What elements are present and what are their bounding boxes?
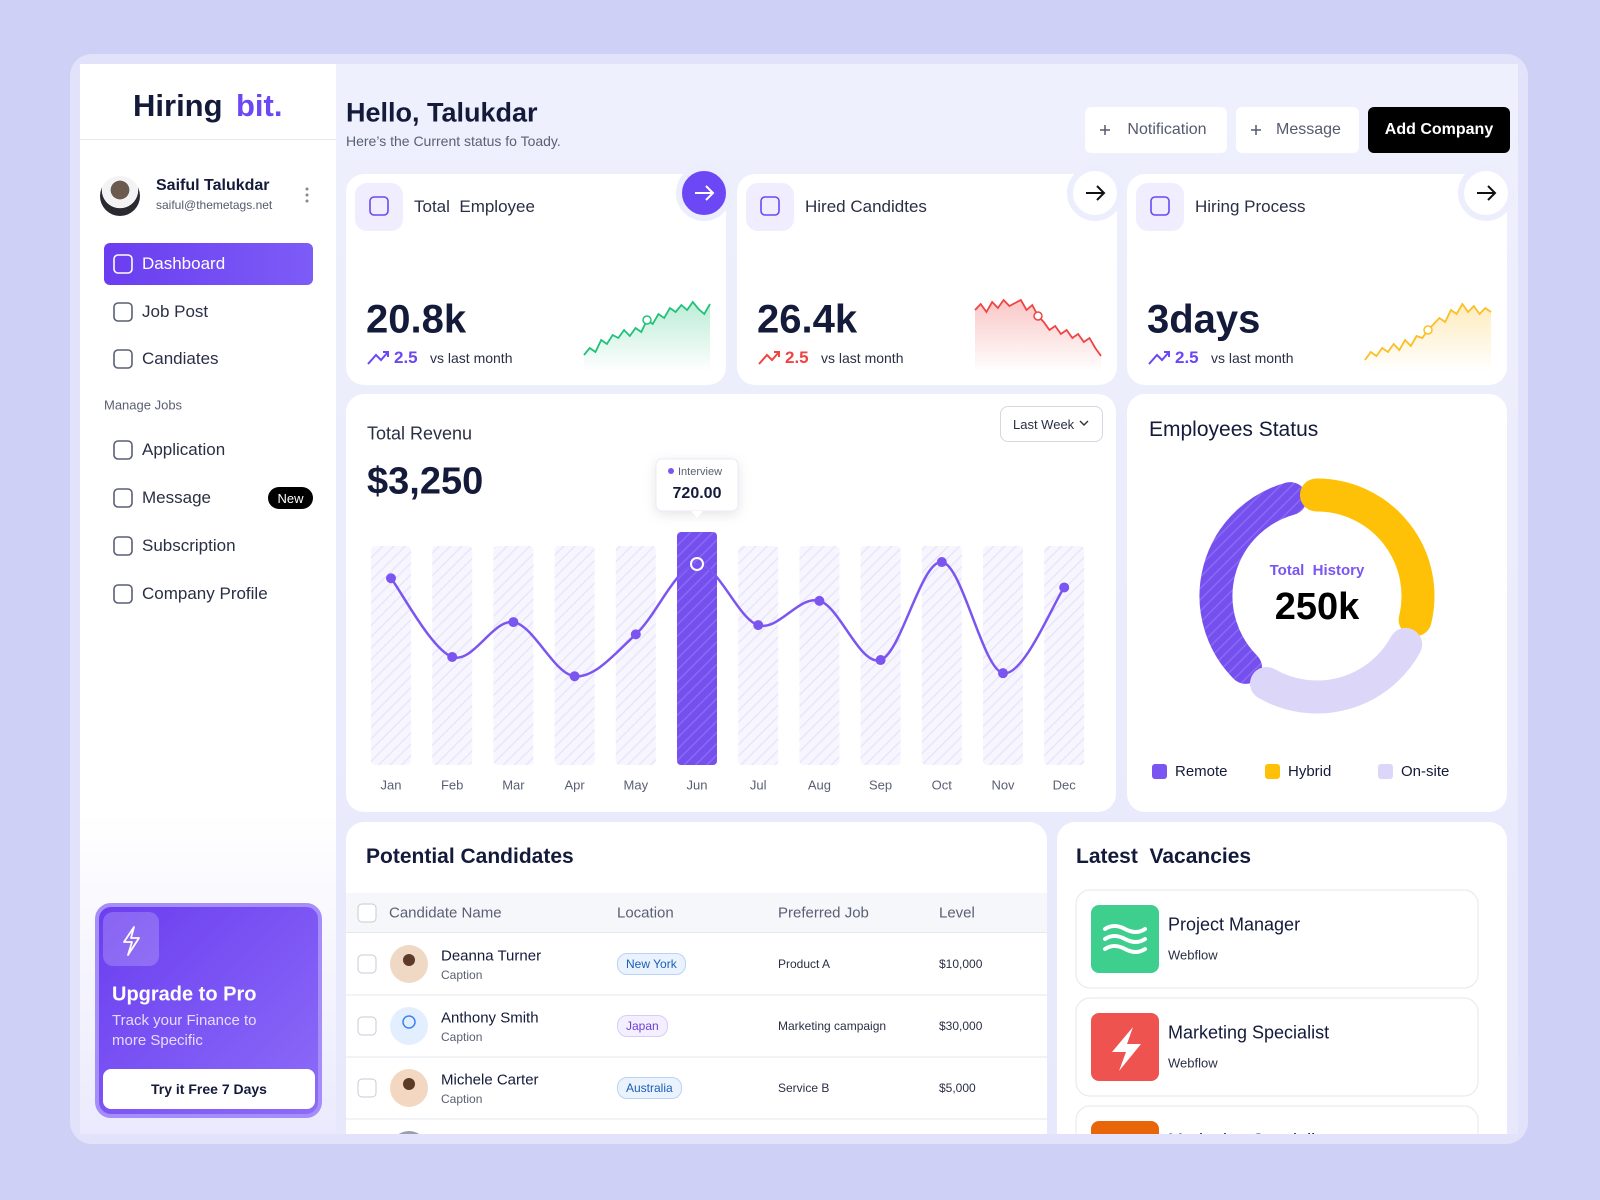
stat-note: vs last month <box>1211 350 1294 366</box>
stat-icon-box <box>355 183 403 231</box>
preferred-job: Service B <box>778 1081 830 1095</box>
column-header: Candidate Name <box>389 904 502 922</box>
header-button[interactable]: Notification <box>1085 107 1227 153</box>
page-title: Hello, Talukdar <box>346 97 538 128</box>
vacancy-title: Project Manager <box>1168 914 1301 935</box>
nav-item: Company Profile <box>142 584 268 603</box>
nav-section: Manage Jobs <box>104 397 183 413</box>
stat-title: Hiring Process <box>1195 197 1306 216</box>
card-title: Latest Vacancies <box>1076 845 1252 868</box>
stat-note: vs last month <box>430 350 513 366</box>
stat-arrow-button[interactable] <box>1458 165 1514 221</box>
candidates-card <box>346 822 1047 1134</box>
column-header: Preferred Job <box>778 904 869 922</box>
nav-item: Message <box>142 488 211 507</box>
candidate-caption: Caption <box>441 1030 483 1044</box>
revenue-card <box>346 394 1116 812</box>
upgrade-title: Upgrade to Pro <box>112 983 257 1006</box>
page-subtitle: Here’s the Current status fo Toady. <box>346 133 561 149</box>
upgrade-button[interactable]: Try it Free 7 Days <box>103 1069 315 1109</box>
header-button[interactable]: Message <box>1236 107 1359 153</box>
stat-icon-box <box>746 183 794 231</box>
stat-change: 2.5 <box>1175 348 1199 367</box>
vacancy-company: Webflow <box>1168 1055 1218 1071</box>
candidate-caption: Caption <box>441 968 483 982</box>
status-card <box>1127 394 1507 812</box>
level: $5,000 <box>939 1081 976 1095</box>
revenue-total: $3,250 <box>367 460 484 503</box>
vacancy-title: Marketing Specialist <box>1168 1022 1330 1043</box>
upgrade-icon <box>103 912 159 966</box>
preferred-job: Product A <box>778 957 831 971</box>
nav-active[interactable] <box>104 243 313 285</box>
candidate-name: Deanna Turner <box>441 947 542 965</box>
stat-title: Hired Candidtes <box>805 197 927 216</box>
level: $10,000 <box>939 957 983 971</box>
preferred-job: Marketing campaign <box>778 1019 887 1033</box>
nav-item: Application <box>142 440 226 459</box>
vacancy-company: Webflow <box>1168 947 1218 963</box>
nav-item: Subscription <box>142 536 236 555</box>
stat-arrow-button[interactable] <box>1067 165 1123 221</box>
column-header: Location <box>617 904 674 922</box>
logo: Hiring <box>133 88 223 123</box>
stat-value: 3days <box>1147 297 1261 342</box>
candidate-name: Anthony Smith <box>441 1009 539 1027</box>
card-title: Potential Candidates <box>366 845 574 868</box>
stat-value: 26.4k <box>757 297 858 342</box>
nav-item: Job Post <box>142 302 209 321</box>
upgrade-text: Track your Finance to more Specific <box>112 1012 257 1049</box>
table-header <box>346 893 1047 933</box>
filter-dropdown[interactable]: Last Week <box>1000 406 1103 442</box>
app: New Notification Message Add Company Last We… <box>80 64 1518 1134</box>
avatar <box>100 176 140 216</box>
stat-icon-box <box>1136 183 1184 231</box>
stat-change: 2.5 <box>785 348 809 367</box>
chart-title: Total Revenu <box>367 423 473 444</box>
column-header: Level <box>939 904 975 922</box>
nav-item: Candiates <box>142 349 219 368</box>
level: $30,000 <box>939 1019 983 1033</box>
candidate-caption: Caption <box>441 1092 483 1106</box>
profile-name: Saiful Talukdar <box>156 177 270 194</box>
location-pill: Japan <box>617 1015 668 1037</box>
logo-accent: bit. <box>236 88 283 123</box>
badge: New <box>268 487 313 509</box>
nav-item: Dashboard <box>142 254 226 273</box>
profile-email: saiful@themetags.net <box>156 198 273 212</box>
candidate-name: Michele Carter <box>441 1071 539 1089</box>
location-pill: New York <box>617 953 686 975</box>
stat-title: Total Employee <box>414 197 535 216</box>
stat-value: 20.8k <box>366 297 467 342</box>
vacancy-title: Marketing Specialist <box>1168 1131 1329 1135</box>
divider <box>80 139 336 140</box>
stat-arrow-button[interactable] <box>676 165 732 221</box>
stat-change: 2.5 <box>394 348 418 367</box>
header-button[interactable]: Add Company <box>1368 107 1510 153</box>
location-pill: Australia <box>617 1077 682 1099</box>
chart-title: Employees Status <box>1149 418 1319 441</box>
stat-note: vs last month <box>821 350 904 366</box>
